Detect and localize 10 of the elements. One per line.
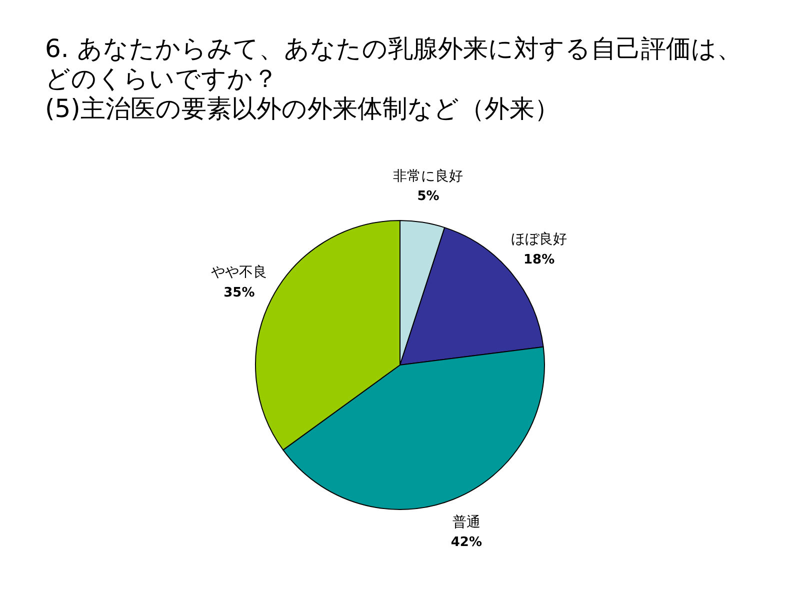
slice-label: 非常に良好 <box>393 168 464 184</box>
chart-title: 6. あなたからみて、あなたの乳腺外来に対する自己評価は、どのくらいですか？ <box>45 34 743 94</box>
slice-label: やや不良 <box>211 264 268 281</box>
data-label: 42% <box>450 535 482 550</box>
data-label: 18% <box>524 252 555 268</box>
data-label: 5% <box>417 189 440 204</box>
chart-subtitle: (5)主治医の要素以外の外来体制など（外来） <box>45 94 560 124</box>
data-label: 35% <box>224 285 255 300</box>
slice-label: 普通 <box>452 513 480 530</box>
slice-label: ほぼ良好 <box>511 232 568 248</box>
